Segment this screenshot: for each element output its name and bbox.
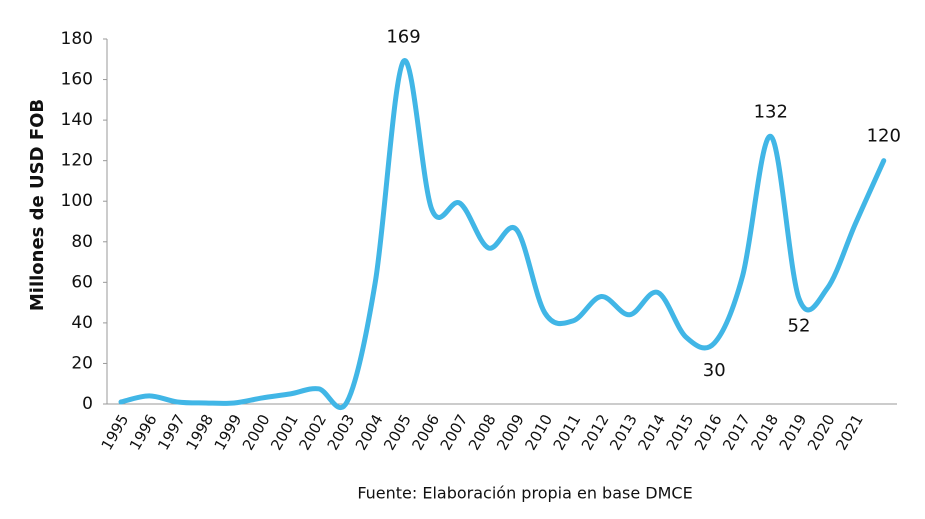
x-tick-label: 2009 — [493, 411, 528, 453]
y-tick-label: 60 — [71, 272, 93, 292]
x-tick-label: 2003 — [324, 411, 359, 453]
x-tick-label: 2002 — [295, 411, 330, 453]
y-axis-title: Millones de USD FOB — [27, 99, 48, 311]
y-tick-label: 180 — [61, 29, 93, 49]
x-tick-label: 2017 — [719, 411, 754, 453]
x-tick-label: 1997 — [154, 411, 189, 453]
x-tick-label: 2004 — [352, 411, 387, 453]
y-tick-label: 40 — [71, 313, 93, 333]
source-note: Fuente: Elaboración propia en base DMCE — [357, 484, 692, 503]
x-tick-label: 2016 — [691, 411, 726, 453]
x-tick-label: 2007 — [437, 411, 472, 453]
x-tick-label: 2021 — [832, 411, 867, 453]
x-tick-label: 2012 — [578, 411, 613, 453]
value-label: 120 — [867, 126, 901, 147]
x-tick-label: 2006 — [408, 411, 443, 453]
x-tick-label: 1998 — [182, 411, 217, 453]
x-tick-label: 2005 — [380, 411, 415, 453]
y-tick-label: 160 — [61, 70, 93, 90]
x-tick-label: 2000 — [239, 411, 274, 453]
y-tick-label: 80 — [71, 232, 93, 252]
x-tick-label: 2014 — [634, 411, 669, 453]
y-tick-label: 120 — [61, 151, 93, 171]
x-tick-label: 1995 — [98, 411, 133, 453]
value-label: 132 — [754, 101, 788, 122]
value-label: 169 — [386, 26, 420, 47]
value-label: 30 — [703, 360, 726, 381]
x-tick-label: 2008 — [465, 411, 500, 453]
y-tick-label: 140 — [61, 110, 93, 130]
value-label: 52 — [788, 316, 811, 337]
x-tick-label: 2018 — [747, 411, 782, 453]
x-tick-label: 2020 — [804, 411, 839, 453]
x-tick-label: 2011 — [550, 411, 585, 453]
y-tick-label: 20 — [71, 353, 93, 373]
data-line — [118, 58, 887, 411]
x-tick-label: 1999 — [211, 411, 246, 453]
x-tick-label: 2010 — [521, 411, 556, 453]
x-tick-label: 2013 — [606, 411, 641, 453]
x-tick-label: 2019 — [776, 411, 811, 453]
y-tick-label: 100 — [61, 191, 93, 211]
y-tick-label: 0 — [82, 394, 93, 414]
x-tick-label: 2015 — [663, 411, 698, 453]
x-tick-label: 1996 — [126, 411, 161, 453]
x-tick-label: 2001 — [267, 411, 302, 453]
